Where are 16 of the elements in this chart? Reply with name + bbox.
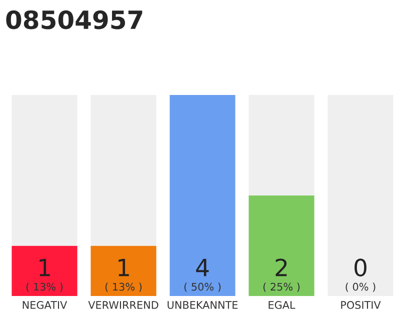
annotation: ( 25% ): [263, 282, 300, 292]
x-tick-label: VERWIRREND: [88, 301, 158, 309]
data-label: 4: [196, 258, 209, 276]
x-tick-label: POSITIV: [341, 301, 381, 309]
annotation: ( 50% ): [184, 282, 221, 292]
annotation: ( 13% ): [26, 282, 63, 292]
annotation: 0: [354, 258, 366, 276]
data-label: 2: [276, 258, 287, 276]
chart-title: 08504957: [6, 10, 142, 30]
x-tick-label: NEGATIV: [22, 301, 68, 309]
annotation: ( 0% ): [346, 282, 376, 292]
data-label: 1: [40, 258, 50, 276]
data-label: 1: [118, 258, 129, 276]
x-tick-label: UNBEKANNTE: [168, 301, 238, 309]
x-tick-label: EGAL: [268, 301, 296, 309]
annotation: ( 13% ): [105, 282, 142, 292]
